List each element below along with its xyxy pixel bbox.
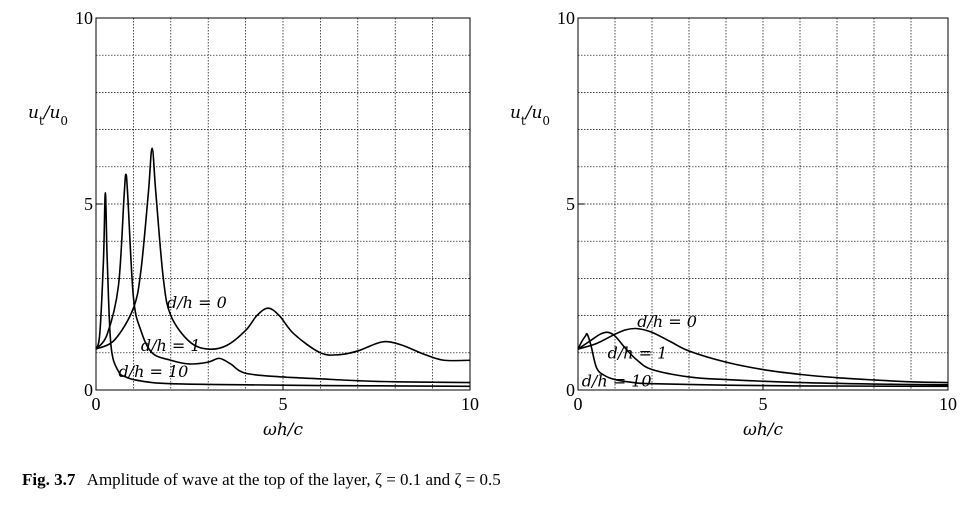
y-tick-label: 0 [84,380,93,400]
series-line-1 [577,327,949,384]
curve-label-2: d/h = 1 [141,336,201,355]
y-tick-label: 10 [557,8,575,28]
x-tick-label: 10 [461,394,479,414]
caption-text: Amplitude of wave at the top of the laye… [86,470,501,489]
chart-panel-1: 0 5 10 0 5 10 ωh/c ut/u0 d/h = 0 d/h = 1 d/h = 10 [28,8,479,440]
caption-label: Fig. 3.7 [22,470,76,489]
series-line-1 [95,147,471,362]
x-axis-label: ωh/c [743,420,784,440]
curve-label-3: d/h = 10 [582,371,652,390]
series-line-2 [577,331,949,386]
y-tick-label: 0 [566,380,575,400]
x-tick-label: 10 [939,394,957,414]
figure-caption: Fig. 3.7 Amplitude of wave at the top of… [22,470,501,490]
y-axis-label: ut/u0 [28,103,68,128]
y-tick-label: 10 [75,8,93,28]
y-tick-label: 5 [84,194,93,214]
y-axis-label: ut/u0 [510,103,550,128]
y-tick-label: 5 [566,194,575,214]
curve-label-2: d/h = 1 [608,343,668,362]
curve-label-1: d/h = 0 [167,293,227,312]
series-line-3 [577,332,949,388]
chart-panel-2: 0 5 10 0 5 10 ωh/c ut/u0 d/h = 0 d/h = 1 d/h = 10 [510,8,957,440]
curve-label-1: d/h = 0 [637,312,697,331]
x-axis-label: ωh/c [263,420,304,440]
x-tick-label: 0 [574,394,583,414]
series-line-2 [95,173,471,384]
x-tick-label: 0 [92,394,101,414]
series-line-3 [95,192,471,388]
x-tick-label: 5 [759,394,768,414]
x-tick-label: 5 [279,394,288,414]
curve-label-3: d/h = 10 [118,362,188,381]
